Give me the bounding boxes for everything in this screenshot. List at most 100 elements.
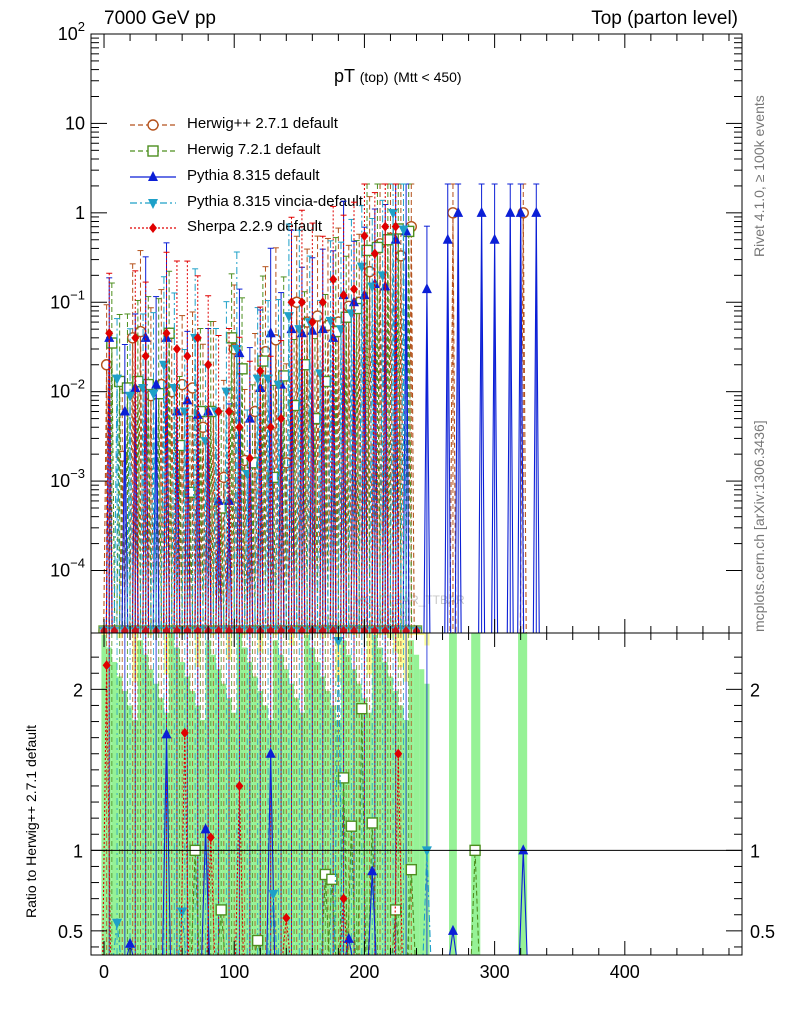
ratio-data-point — [102, 660, 111, 671]
floor-point — [297, 626, 306, 633]
ratio-y-tick-label: 0.5 — [58, 922, 83, 942]
x-tick-label: 0 — [99, 962, 109, 982]
ratio-plot-area — [101, 633, 529, 955]
y-tick-label: 10−1 — [50, 287, 85, 312]
data-point — [225, 332, 238, 344]
data-point — [197, 421, 209, 433]
ratio-band — [518, 633, 528, 955]
data-point — [235, 422, 244, 433]
data-point — [395, 250, 407, 262]
data-point — [100, 359, 113, 371]
ratio-band — [471, 633, 481, 955]
floor-point — [339, 626, 348, 633]
ratio-data-point — [282, 912, 291, 923]
ratio-data-point — [518, 844, 529, 855]
ratio-band-yellow — [419, 633, 425, 635]
ratio-band — [117, 676, 123, 955]
floor-point — [245, 626, 254, 633]
ratio-data-point — [345, 820, 358, 832]
data-point — [158, 360, 169, 371]
data-point — [421, 283, 432, 294]
data-point — [505, 206, 516, 217]
floor-point — [370, 626, 379, 633]
ratio-data-point — [421, 846, 432, 857]
floor-point — [235, 626, 244, 633]
data-point — [350, 284, 359, 295]
floor-point — [131, 626, 140, 633]
ratio-y-tick-label-right: 0.5 — [750, 922, 775, 942]
ratio-data-point — [356, 702, 368, 715]
ratio-data-point — [206, 832, 215, 843]
y-tick-label: 10 — [65, 113, 85, 133]
y-tick-label: 10−2 — [50, 377, 85, 402]
x-tick-label: 200 — [349, 962, 379, 982]
data-point — [225, 406, 234, 417]
data-point — [273, 380, 284, 391]
legend-marker — [148, 171, 158, 181]
floor-point — [183, 626, 192, 633]
data-point — [453, 206, 464, 217]
data-point — [283, 312, 294, 323]
plot-title-sub2: (Mtt < 450) — [393, 69, 462, 85]
data-point — [442, 233, 453, 244]
floor-point — [381, 626, 390, 633]
y-tick-label: 102 — [58, 19, 85, 44]
data-point — [236, 363, 248, 375]
data-point — [287, 297, 296, 308]
floor-point — [266, 626, 275, 633]
x-tick-label: 400 — [610, 962, 640, 982]
ratio-band — [449, 633, 457, 955]
data-point — [221, 387, 232, 398]
data-point — [277, 370, 290, 382]
y-tick-label: 10−4 — [50, 556, 85, 581]
data-point — [193, 332, 202, 343]
ratio-band — [419, 669, 425, 955]
legend-marker — [148, 199, 158, 209]
legend-marker — [147, 145, 159, 157]
ratio-data-point — [447, 924, 458, 935]
data-point — [277, 413, 286, 424]
ratio-data-point — [337, 772, 350, 784]
data-point — [361, 244, 373, 257]
data-point — [112, 374, 123, 385]
data-point — [245, 453, 254, 464]
data-point — [125, 391, 136, 402]
ratio-band — [252, 676, 258, 955]
data-point — [259, 345, 272, 358]
x-tick-label: 100 — [219, 962, 249, 982]
floor-point — [318, 626, 327, 633]
data-point — [200, 437, 211, 448]
ratio-band — [262, 705, 269, 955]
ratio-band — [179, 661, 185, 955]
plot-title: pT (top) (Mtt < 450) — [334, 66, 462, 87]
data-point — [172, 344, 181, 355]
data-point — [131, 332, 140, 343]
ratio-band — [111, 661, 118, 955]
ratio-band — [413, 654, 420, 955]
data-point — [256, 366, 265, 377]
data-point — [252, 374, 263, 385]
data-point — [265, 327, 276, 338]
y-tick-label: 10−3 — [50, 466, 85, 491]
data-point — [183, 351, 192, 362]
data-point — [231, 345, 242, 356]
data-point — [266, 422, 275, 433]
plot-title-sub1: (top) — [359, 69, 389, 85]
data-point — [339, 290, 348, 301]
data-point — [119, 405, 130, 416]
data-point — [141, 351, 150, 362]
floor-point — [120, 626, 129, 633]
floor-point — [141, 626, 150, 633]
legend-marker — [147, 119, 159, 131]
ratio-data-point — [180, 727, 189, 738]
ratio-data-point — [251, 934, 264, 947]
data-point — [257, 355, 269, 367]
floor-point — [350, 626, 359, 633]
ratio-data-point — [343, 932, 354, 943]
header-right: Top (parton level) — [591, 8, 738, 29]
floor-point — [110, 626, 119, 633]
ratio-data-point — [367, 865, 378, 876]
ratio-series-sherpa — [102, 660, 403, 955]
data-point — [515, 206, 526, 217]
